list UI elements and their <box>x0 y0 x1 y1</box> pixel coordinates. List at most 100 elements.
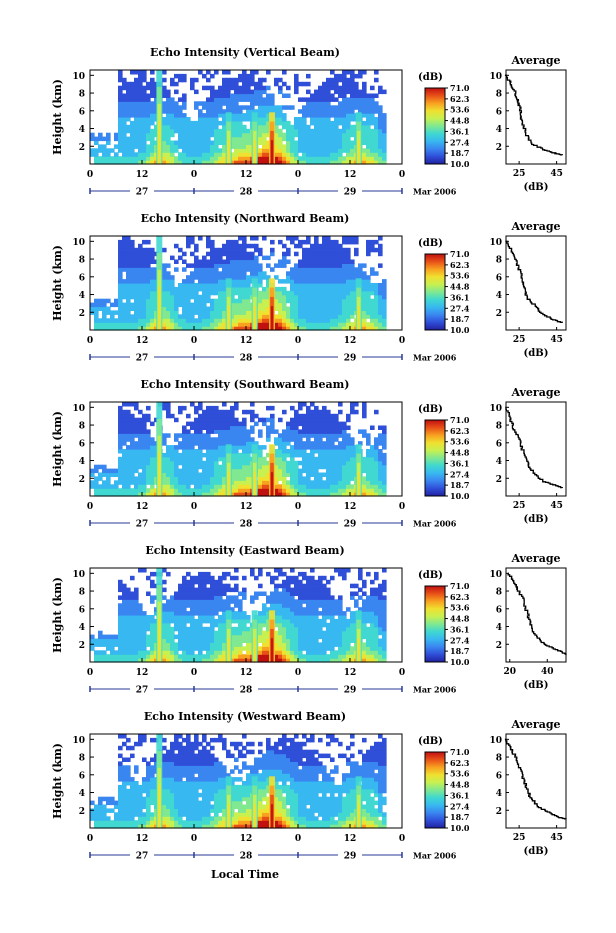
heatmap-cell <box>122 117 127 122</box>
heatmap-cell <box>198 263 203 268</box>
heatmap-cell <box>126 310 131 315</box>
heatmap-cell <box>150 314 155 319</box>
heatmap-cell <box>218 473 223 478</box>
heatmap-cell <box>98 148 103 153</box>
heatmap-cell <box>330 418 335 423</box>
heatmap-cell <box>134 307 139 312</box>
heatmap-cell <box>94 314 99 319</box>
heatmap-cell <box>306 97 311 102</box>
heatmap-cell <box>342 74 347 79</box>
heatmap-cell <box>122 94 127 99</box>
heatmap-cell <box>118 322 123 327</box>
heatmap-cell <box>294 86 299 91</box>
heatmap-cell <box>162 299 167 304</box>
heatmap-cell <box>302 426 307 431</box>
heatmap-cell <box>290 129 295 134</box>
heatmap-cell <box>202 121 207 126</box>
heatmap-cell <box>118 70 123 75</box>
heatmap-cell <box>370 314 375 319</box>
heatmap-cell <box>126 86 131 91</box>
heatmap-cell <box>326 465 331 470</box>
heatmap-cell <box>314 248 319 253</box>
heatmap-cell <box>150 109 155 114</box>
heatmap-cell <box>366 484 371 489</box>
heatmap-cell <box>206 473 211 478</box>
heatmap-cell <box>362 121 367 126</box>
heatmap-cell <box>166 473 171 478</box>
heatmap-cell <box>330 70 335 75</box>
heatmap-cell <box>242 627 247 632</box>
heatmap-cell <box>334 465 339 470</box>
heatmap-cell <box>186 646 191 651</box>
heatmap-cell <box>170 283 175 288</box>
heatmap-cell <box>114 310 119 315</box>
heatmap-cell <box>230 599 235 604</box>
heatmap-cell <box>146 125 151 130</box>
heatmap-cell <box>118 615 123 620</box>
heatmap-cell <box>198 426 203 431</box>
heatmap-cell <box>258 113 263 118</box>
heatmap-cell <box>238 156 243 161</box>
heatmap-cell <box>310 287 315 292</box>
heatmap-cell <box>282 445 287 450</box>
heatmap-cell <box>134 101 139 106</box>
heatmap-cell <box>146 148 151 153</box>
heatmap-cell <box>258 314 263 319</box>
heatmap-cell <box>186 429 191 434</box>
heatmap-cell <box>182 465 187 470</box>
heatmap-cell <box>182 635 187 640</box>
heatmap-cell <box>138 426 143 431</box>
heatmap-cell <box>290 437 295 442</box>
heatmap-cell <box>374 70 379 75</box>
heatmap-cell <box>310 484 315 489</box>
heatmap-cell <box>126 588 131 593</box>
heatmap-cell <box>350 291 355 296</box>
heatmap-cell <box>362 90 367 95</box>
heatmap-cell <box>214 441 219 446</box>
y-axis-label: Height (km) <box>51 79 64 155</box>
heatmap-cell <box>230 252 235 257</box>
heatmap-cell <box>138 263 143 268</box>
heatmap-cell <box>126 109 131 114</box>
heatmap-cell <box>186 156 191 161</box>
heatmap-cell <box>178 584 183 589</box>
heatmap-cell <box>130 248 135 253</box>
heatmap-cell <box>94 310 99 315</box>
heatmap-cell <box>190 473 195 478</box>
heatmap-cell <box>210 260 215 265</box>
heatmap-cell <box>178 299 183 304</box>
heatmap-cell <box>294 422 299 427</box>
heatmap-cell <box>342 86 347 91</box>
heatmap-cell <box>150 461 155 466</box>
heatmap-cell <box>382 113 387 118</box>
heatmap-cell <box>282 299 287 304</box>
heatmap-cell <box>234 283 239 288</box>
heatmap-cell <box>382 453 387 458</box>
heatmap-cell <box>182 406 187 411</box>
heatmap-cell <box>250 74 255 79</box>
heatmap-cell <box>202 426 207 431</box>
heatmap-cell <box>334 476 339 481</box>
heatmap-cell <box>242 576 247 581</box>
heatmap-cell <box>190 445 195 450</box>
average-y-tick-label: 2 <box>496 309 502 319</box>
heatmap-cell <box>214 488 219 493</box>
heatmap-cell <box>254 256 259 261</box>
heatmap-cell <box>246 429 251 434</box>
heatmap-cell <box>198 287 203 292</box>
heatmap-cell <box>262 141 267 146</box>
heatmap-cell <box>126 465 131 470</box>
heatmap-cell <box>286 105 291 110</box>
colorbar <box>425 254 445 330</box>
heatmap-cell <box>142 611 147 616</box>
heatmap-cell <box>182 445 187 450</box>
heatmap-cell <box>194 129 199 134</box>
heatmap-cell <box>246 480 251 485</box>
heatmap-cell <box>118 635 123 640</box>
heatmap-cell <box>130 322 135 327</box>
heatmap-cell <box>206 318 211 323</box>
heatmap-cell <box>238 267 243 272</box>
heatmap-cell <box>302 267 307 272</box>
heatmap-cell <box>286 156 291 161</box>
heatmap-cell <box>198 576 203 581</box>
